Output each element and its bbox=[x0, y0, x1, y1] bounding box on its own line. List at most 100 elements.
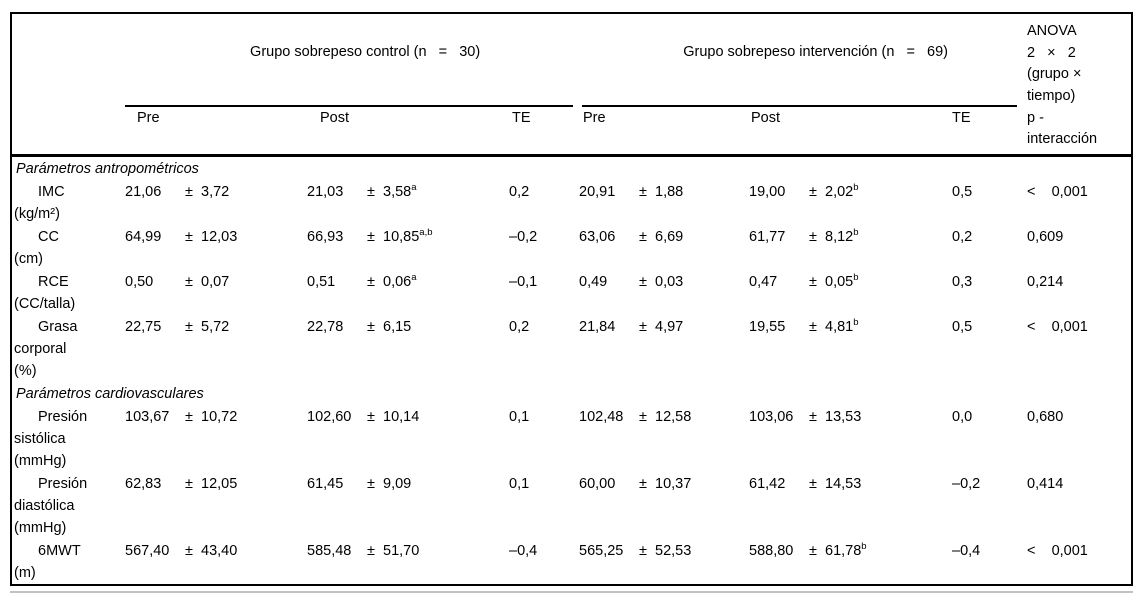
data-row: Grasa corporal (%) 22,75 ±5,72 22,78 ±6,15 0,… bbox=[12, 315, 1131, 382]
col-header-intervention-pre: Pre bbox=[583, 110, 606, 126]
mean-value: 60,00 bbox=[579, 476, 616, 492]
p-interaction-cell: 0,680 bbox=[1027, 409, 1064, 425]
te-cell-control: 0,2 bbox=[509, 319, 530, 335]
data-row: RCE (CC/talla) 0,50 ±0,07 0,51 ±0,06a –0,1 0,4… bbox=[12, 270, 1131, 315]
plus-minus-sign: ± bbox=[639, 184, 647, 200]
col-header-intervention-post: Post bbox=[751, 110, 781, 126]
mean-cell-control-post: 585,48 ±51,70 bbox=[307, 540, 507, 562]
secondary-bottom-rule bbox=[10, 591, 1133, 593]
mean-cell-intervention-post: 19,55 ±4,81b bbox=[749, 316, 942, 338]
row-label: Presión diastólica (mmHg) bbox=[14, 476, 88, 536]
p-interaction-cell: < 0,001 bbox=[1027, 319, 1088, 335]
mean-cell-control-pre: 103,67 ±10,72 bbox=[125, 406, 307, 428]
plus-minus-sign: ± bbox=[185, 229, 193, 245]
te-cell-intervention: 0,5 bbox=[952, 319, 973, 335]
mean-value: 66,93 bbox=[307, 229, 344, 245]
plus-minus-sign: ± bbox=[185, 184, 193, 200]
col-header-control-te: TE bbox=[512, 110, 531, 126]
table-body: Parámetros antropométricos IMC (kg/m²) 21,… bbox=[12, 157, 1131, 584]
mean-value: 22,75 bbox=[125, 319, 162, 335]
group-control-header: Grupo sobrepeso control (n = 30) bbox=[125, 21, 573, 107]
col-header-p-interaction: p - interacción bbox=[1027, 110, 1098, 147]
group-intervention-label: Grupo sobrepeso intervención (n = 69) bbox=[683, 44, 948, 60]
mean-value: 19,55 bbox=[749, 319, 786, 335]
footnote-marker: b bbox=[861, 541, 867, 553]
te-cell-intervention: 0,3 bbox=[952, 274, 973, 290]
plus-minus-sign: ± bbox=[639, 409, 647, 425]
mean-cell-control-pre: 62,83 ±12,05 bbox=[125, 473, 307, 495]
mean-value: 62,83 bbox=[125, 476, 162, 492]
te-cell-intervention: –0,4 bbox=[952, 543, 981, 559]
mean-value: 102,60 bbox=[307, 409, 352, 425]
mean-value: 21,06 bbox=[125, 184, 162, 200]
plus-minus-sign: ± bbox=[185, 319, 193, 335]
mean-value: 22,78 bbox=[307, 319, 344, 335]
mean-cell-control-pre: 22,75 ±5,72 bbox=[125, 316, 307, 338]
mean-cell-intervention-post: 103,06 ±13,53 bbox=[749, 406, 942, 428]
mean-cell-control-post: 102,60 ±10,14 bbox=[307, 406, 507, 428]
plus-minus-sign: ± bbox=[185, 543, 193, 559]
mean-cell-control-pre: 0,50 ±0,07 bbox=[125, 271, 307, 293]
group-intervention-header: Grupo sobrepeso intervención (n = 69) bbox=[582, 21, 1017, 107]
mean-cell-control-pre: 64,99 ±12,03 bbox=[125, 226, 307, 248]
plus-minus-sign: ± bbox=[185, 409, 193, 425]
data-row: 6MWT (m) 567,40 ±43,40 585,48 ±51,70 –0,4 565,… bbox=[12, 539, 1131, 584]
footnote-marker: b bbox=[853, 182, 859, 194]
mean-cell-control-post: 21,03 ±3,58a bbox=[307, 181, 507, 203]
footnote-marker: a bbox=[411, 182, 417, 194]
sd-value: 52,53 bbox=[655, 543, 692, 559]
plus-minus-sign: ± bbox=[367, 319, 375, 335]
plus-minus-sign: ± bbox=[367, 184, 375, 200]
p-interaction-cell: < 0,001 bbox=[1027, 184, 1088, 200]
sd-value: 3,72 bbox=[201, 184, 230, 200]
sd-value: 14,53 bbox=[825, 476, 862, 492]
sd-value: 0,07 bbox=[201, 274, 230, 290]
mean-cell-intervention-post: 0,47 ±0,05b bbox=[749, 271, 942, 293]
sd-value: 9,09 bbox=[383, 476, 412, 492]
row-label: CC (cm) bbox=[14, 229, 59, 267]
te-cell-control: –0,1 bbox=[509, 274, 538, 290]
mean-value: 567,40 bbox=[125, 543, 170, 559]
row-label: RCE (CC/talla) bbox=[14, 274, 76, 312]
mean-value: 21,84 bbox=[579, 319, 616, 335]
mean-value: 103,67 bbox=[125, 409, 170, 425]
plus-minus-sign: ± bbox=[639, 543, 647, 559]
footnote-marker: a,b bbox=[419, 227, 433, 239]
mean-value: 19,00 bbox=[749, 184, 786, 200]
plus-minus-sign: ± bbox=[367, 409, 375, 425]
row-label: Presión sistólica (mmHg) bbox=[14, 409, 88, 469]
mean-cell-intervention-pre: 20,91 ±1,88 bbox=[573, 181, 749, 203]
p-interaction-cell: 0,214 bbox=[1027, 274, 1064, 290]
mean-value: 21,03 bbox=[307, 184, 344, 200]
sd-value: 12,03 bbox=[201, 229, 238, 245]
section-label: Parámetros cardiovasculares bbox=[16, 386, 204, 402]
plus-minus-sign: ± bbox=[185, 476, 193, 492]
footnote-marker: b bbox=[853, 227, 859, 239]
mean-value: 588,80 bbox=[749, 543, 794, 559]
sd-value: 10,14 bbox=[383, 409, 420, 425]
plus-minus-sign: ± bbox=[809, 543, 817, 559]
p-interaction-cell: < 0,001 bbox=[1027, 543, 1088, 559]
sd-value: 51,70 bbox=[383, 543, 420, 559]
mean-value: 103,06 bbox=[749, 409, 794, 425]
footnote-marker: a bbox=[411, 272, 417, 284]
row-label: Grasa corporal (%) bbox=[14, 319, 78, 379]
te-cell-intervention: 0,2 bbox=[952, 229, 973, 245]
sd-value: 12,58 bbox=[655, 409, 692, 425]
sd-value: 8,12b bbox=[825, 227, 859, 245]
sd-value: 3,58a bbox=[383, 182, 417, 200]
footnote-marker: b bbox=[853, 317, 859, 329]
mean-cell-intervention-pre: 0,49 ±0,03 bbox=[573, 271, 749, 293]
plus-minus-sign: ± bbox=[639, 274, 647, 290]
mean-cell-control-post: 0,51 ±0,06a bbox=[307, 271, 507, 293]
mean-cell-intervention-pre: 60,00 ±10,37 bbox=[573, 473, 749, 495]
p-interaction-cell: 0,414 bbox=[1027, 476, 1064, 492]
plus-minus-sign: ± bbox=[367, 274, 375, 290]
sd-value: 10,85a,b bbox=[383, 227, 433, 245]
te-cell-control: 0,2 bbox=[509, 184, 530, 200]
mean-value: 0,47 bbox=[749, 274, 778, 290]
te-cell-control: 0,1 bbox=[509, 476, 530, 492]
sd-value: 12,05 bbox=[201, 476, 238, 492]
mean-value: 20,91 bbox=[579, 184, 616, 200]
